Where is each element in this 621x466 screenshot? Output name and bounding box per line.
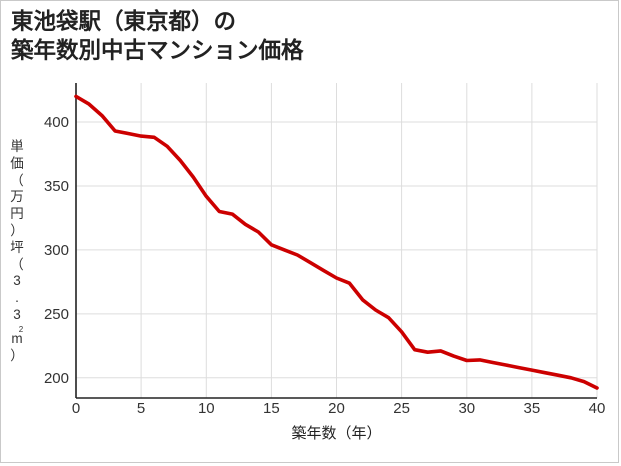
svg-text:35: 35 [524,400,541,417]
svg-text:400: 400 [44,114,69,131]
svg-text:40: 40 [589,400,606,417]
svg-text:20: 20 [328,400,345,417]
svg-text:25: 25 [393,400,410,417]
svg-text:15: 15 [263,400,280,417]
svg-text:300: 300 [44,242,69,259]
svg-text:5: 5 [137,400,145,417]
svg-text:築年数（年）: 築年数（年） [291,424,381,442]
svg-text:10: 10 [198,400,215,417]
svg-text:250: 250 [44,306,69,323]
svg-text:350: 350 [44,178,69,195]
svg-text:30: 30 [458,400,475,417]
svg-text:200: 200 [44,370,69,387]
svg-text:0: 0 [72,400,80,417]
